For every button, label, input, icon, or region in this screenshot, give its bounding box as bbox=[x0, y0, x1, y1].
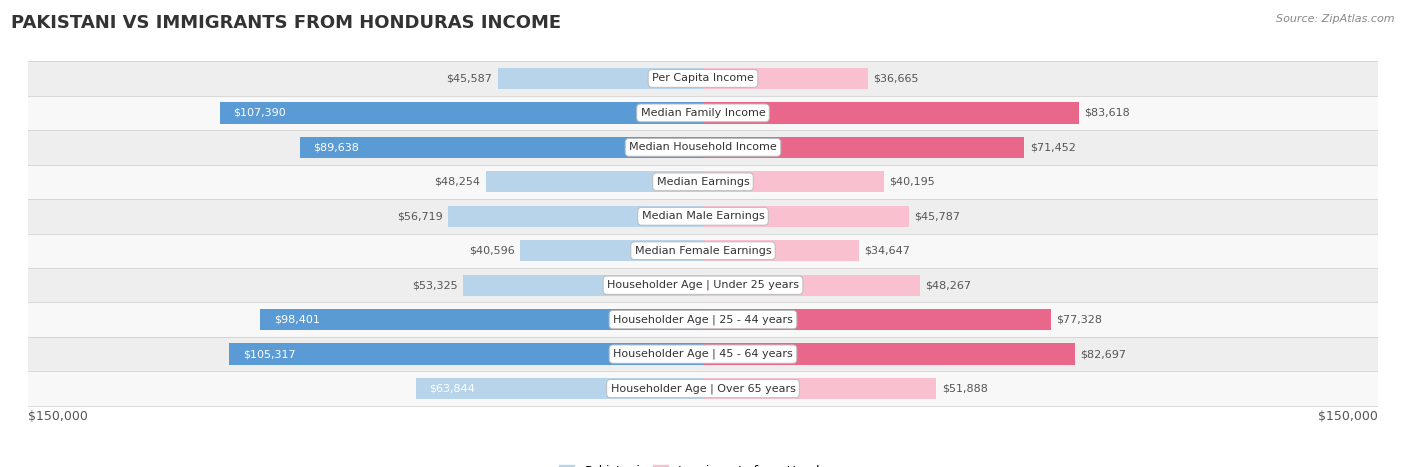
Bar bbox=[260, 309, 703, 330]
Text: Householder Age | Over 65 years: Householder Age | Over 65 years bbox=[610, 383, 796, 394]
Text: Householder Age | 25 - 44 years: Householder Age | 25 - 44 years bbox=[613, 314, 793, 325]
Text: Median Female Earnings: Median Female Earnings bbox=[634, 246, 772, 256]
Text: $98,401: $98,401 bbox=[274, 315, 319, 325]
Text: $48,254: $48,254 bbox=[434, 177, 481, 187]
Bar bbox=[703, 68, 868, 89]
Text: $83,618: $83,618 bbox=[1084, 108, 1130, 118]
Text: $56,719: $56,719 bbox=[396, 211, 443, 221]
Bar bbox=[498, 68, 703, 89]
Bar bbox=[447, 205, 703, 227]
Bar bbox=[416, 378, 703, 399]
Bar bbox=[229, 343, 703, 365]
Bar bbox=[703, 205, 910, 227]
Bar bbox=[703, 309, 1050, 330]
Bar bbox=[28, 303, 1378, 337]
Bar bbox=[219, 102, 703, 124]
Text: $45,587: $45,587 bbox=[447, 73, 492, 84]
Bar bbox=[28, 199, 1378, 234]
Bar bbox=[28, 130, 1378, 164]
Bar bbox=[703, 171, 884, 192]
Text: $53,325: $53,325 bbox=[412, 280, 458, 290]
Text: Householder Age | 45 - 64 years: Householder Age | 45 - 64 years bbox=[613, 349, 793, 359]
Text: Per Capita Income: Per Capita Income bbox=[652, 73, 754, 84]
Text: $40,195: $40,195 bbox=[889, 177, 935, 187]
Bar bbox=[28, 234, 1378, 268]
Text: $89,638: $89,638 bbox=[314, 142, 359, 152]
Bar bbox=[28, 61, 1378, 96]
Text: Median Male Earnings: Median Male Earnings bbox=[641, 211, 765, 221]
Text: $40,596: $40,596 bbox=[470, 246, 515, 256]
Bar bbox=[299, 137, 703, 158]
Bar bbox=[703, 378, 936, 399]
Text: $82,697: $82,697 bbox=[1080, 349, 1126, 359]
Bar bbox=[486, 171, 703, 192]
Text: PAKISTANI VS IMMIGRANTS FROM HONDURAS INCOME: PAKISTANI VS IMMIGRANTS FROM HONDURAS IN… bbox=[11, 14, 561, 32]
Text: $45,787: $45,787 bbox=[914, 211, 960, 221]
Bar bbox=[520, 240, 703, 262]
Text: $105,317: $105,317 bbox=[243, 349, 295, 359]
Bar bbox=[28, 164, 1378, 199]
Bar bbox=[703, 102, 1080, 124]
Text: Householder Age | Under 25 years: Householder Age | Under 25 years bbox=[607, 280, 799, 290]
Bar bbox=[703, 137, 1025, 158]
Text: $71,452: $71,452 bbox=[1029, 142, 1076, 152]
Bar bbox=[28, 337, 1378, 371]
Text: Median Family Income: Median Family Income bbox=[641, 108, 765, 118]
Text: Median Earnings: Median Earnings bbox=[657, 177, 749, 187]
Text: $107,390: $107,390 bbox=[233, 108, 285, 118]
Bar bbox=[703, 343, 1076, 365]
Legend: Pakistani, Immigrants from Honduras: Pakistani, Immigrants from Honduras bbox=[554, 460, 852, 467]
Bar bbox=[703, 275, 920, 296]
Text: Source: ZipAtlas.com: Source: ZipAtlas.com bbox=[1277, 14, 1395, 24]
Bar bbox=[28, 371, 1378, 406]
Text: $36,665: $36,665 bbox=[873, 73, 920, 84]
Text: $150,000: $150,000 bbox=[1317, 410, 1378, 423]
Bar bbox=[28, 268, 1378, 303]
Text: $34,647: $34,647 bbox=[865, 246, 910, 256]
Text: $150,000: $150,000 bbox=[28, 410, 89, 423]
Text: $63,844: $63,844 bbox=[429, 383, 475, 394]
Bar bbox=[463, 275, 703, 296]
Text: $48,267: $48,267 bbox=[925, 280, 972, 290]
Text: Median Household Income: Median Household Income bbox=[628, 142, 778, 152]
Bar bbox=[703, 240, 859, 262]
Text: $77,328: $77,328 bbox=[1056, 315, 1102, 325]
Text: $51,888: $51,888 bbox=[942, 383, 988, 394]
Bar bbox=[28, 96, 1378, 130]
